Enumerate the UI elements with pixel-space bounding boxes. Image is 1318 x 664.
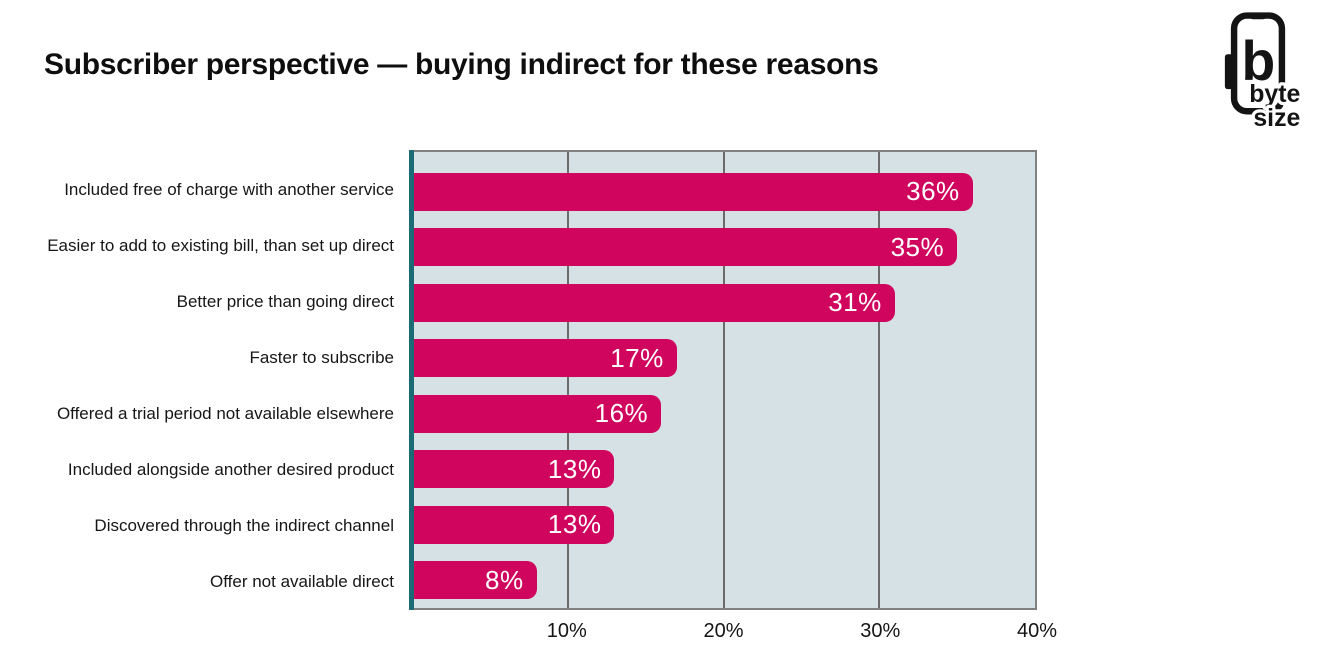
bar-value-label: 16%	[594, 398, 649, 429]
bar-row: 8%	[412, 553, 1035, 609]
bar: 13%	[412, 450, 615, 489]
bar: 13%	[412, 505, 615, 544]
x-tick-label: 20%	[703, 620, 744, 642]
bar-value-label: 13%	[547, 453, 602, 484]
bar: 16%	[412, 394, 662, 433]
gridline	[566, 152, 569, 608]
bar: 31%	[412, 283, 895, 322]
category-label: Included free of charge with another ser…	[64, 180, 394, 200]
bar-value-label: 8%	[485, 564, 524, 595]
x-axis: 10% 20% 30% 40%	[410, 614, 1057, 650]
bar-row: 31%	[412, 275, 1035, 331]
bar-value-label: 36%	[906, 176, 960, 207]
category-label: Offered a trial period not available els…	[56, 404, 394, 424]
bar: 8%	[412, 561, 537, 600]
category-label: Better price than going direct	[176, 292, 394, 312]
x-tick-label: 10%	[546, 620, 587, 642]
logo-text-byte: byte	[1249, 81, 1300, 108]
y-axis-accent-line	[409, 150, 414, 610]
bytesize-logo: b byte size	[1212, 6, 1304, 135]
category-labels: Included free of charge with another ser…	[0, 150, 394, 610]
bar-value-label: 17%	[610, 342, 664, 373]
phone-with-b-icon: b byte size	[1224, 12, 1304, 135]
page-title: Subscriber perspective — buying indirect…	[44, 48, 879, 81]
category-label: Faster to subscribe	[249, 348, 394, 368]
bar-row: 35%	[412, 220, 1035, 276]
gridline	[722, 152, 725, 608]
bar-value-label: 35%	[890, 231, 945, 262]
bar-value-label: 13%	[547, 509, 602, 540]
x-tick-label: 30%	[860, 620, 901, 642]
logo-letter-b: b	[1241, 30, 1275, 92]
plot-area: 36% 35% 31% 17% 16% 13% 13% 8%	[409, 150, 1037, 610]
logo-text-size: size	[1253, 105, 1300, 130]
bar: 36%	[412, 172, 973, 211]
category-label: Included alongside another desired produ…	[67, 460, 394, 480]
x-tick-label: 40%	[1016, 620, 1058, 642]
gridlines	[412, 152, 1035, 608]
category-label: Discovered through the indirect channel	[94, 516, 394, 536]
bar: 35%	[412, 228, 958, 267]
bar-row: 36%	[412, 164, 1035, 220]
category-label: Easier to add to existing bill, than set…	[47, 236, 394, 256]
bar-row: 13%	[412, 497, 1035, 553]
category-label: Offer not available direct	[210, 572, 394, 592]
bars-layer: 36% 35% 31% 17% 16% 13% 13% 8%	[412, 152, 1035, 608]
bar-row: 17%	[412, 331, 1035, 387]
bar-row: 13%	[412, 442, 1035, 498]
gridline	[878, 152, 881, 608]
bar-value-label: 31%	[828, 287, 882, 318]
bar-chart: Included free of charge with another ser…	[0, 150, 1057, 642]
bar: 17%	[412, 339, 677, 378]
bar-row: 16%	[412, 386, 1035, 442]
